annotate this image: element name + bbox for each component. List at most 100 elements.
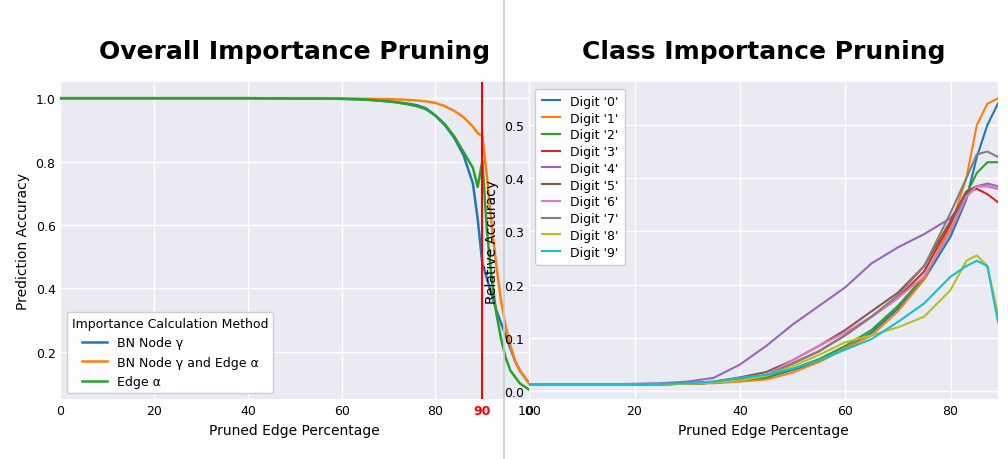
Digit '9': [602, 382, 614, 388]
Digit '2': [918, 274, 930, 280]
BN Node γ and Edge α: [495, 298, 507, 304]
Line: Digit '6': Digit '6': [529, 187, 998, 385]
Digit '7': [576, 382, 588, 388]
Edge α: [438, 122, 451, 128]
Legend: Digit '0', Digit '1', Digit '2', Digit '3', Digit '4', Digit '5', Digit '6', Dig: Digit '0', Digit '1', Digit '2', Digit '…: [535, 90, 625, 265]
BN Node γ and Edge α: [54, 96, 67, 102]
Digit '6': [681, 381, 694, 386]
Line: Digit '0': Digit '0': [529, 105, 998, 385]
Digit '5': [576, 382, 588, 388]
BN Node γ: [490, 308, 502, 313]
Digit '4': [812, 303, 825, 309]
Digit '8': [549, 382, 561, 388]
Digit '2': [523, 382, 535, 388]
BN Node γ and Edge α: [195, 96, 207, 102]
BN Node γ and Edge α: [523, 381, 535, 386]
Digit '6': [655, 382, 667, 387]
Digit '3': [655, 382, 667, 387]
Digit '2': [839, 343, 851, 349]
Digit '3': [760, 373, 772, 378]
Digit '0': [982, 123, 994, 129]
BN Node γ: [476, 261, 488, 266]
Edge α: [429, 114, 442, 119]
Digit '0': [786, 367, 798, 373]
Digit '1': [786, 370, 798, 375]
Digit '1': [734, 379, 746, 385]
BN Node γ: [467, 182, 479, 187]
Digit '3': [786, 361, 798, 366]
Digit '4': [892, 245, 904, 251]
Digit '2': [760, 375, 772, 381]
Edge α: [467, 166, 479, 171]
BN Node γ: [438, 123, 451, 129]
Digit '7': [602, 382, 614, 388]
Digit '8': [628, 382, 640, 387]
Digit '4': [982, 181, 994, 187]
Digit '2': [971, 171, 983, 176]
Digit '8': [812, 353, 825, 358]
Edge α: [410, 104, 422, 110]
Digit '8': [982, 264, 994, 269]
Digit '9': [655, 381, 667, 386]
Digit '2': [944, 229, 957, 235]
BN Node γ: [518, 375, 530, 380]
Edge α: [195, 96, 207, 102]
Digit '6': [944, 229, 957, 235]
Digit '4': [655, 381, 667, 386]
Line: Digit '1': Digit '1': [529, 99, 998, 385]
Edge α: [523, 387, 535, 392]
Digit '5': [971, 184, 983, 190]
Digit '9': [961, 264, 973, 269]
Digit '9': [992, 319, 1004, 325]
Digit '0': [523, 382, 535, 388]
Digit '9': [944, 274, 957, 280]
Digit '7': [549, 382, 561, 388]
Digit '6': [523, 382, 535, 388]
Digit '3': [523, 382, 535, 388]
Digit '8': [760, 373, 772, 379]
Digit '5': [786, 358, 798, 363]
Digit '0': [628, 382, 640, 387]
BN Node γ and Edge α: [288, 96, 300, 102]
Legend: BN Node γ, BN Node γ and Edge α, Edge α: BN Node γ, BN Node γ and Edge α, Edge α: [67, 313, 273, 393]
Edge α: [449, 134, 461, 140]
Digit '2': [655, 382, 667, 387]
Edge α: [509, 375, 521, 380]
Digit '5': [602, 382, 614, 388]
Digit '1': [982, 102, 994, 107]
Line: Digit '9': Digit '9': [529, 261, 998, 385]
BN Node γ and Edge α: [476, 134, 488, 140]
Digit '6': [839, 330, 851, 336]
Edge α: [392, 101, 404, 106]
Digit '6': [628, 382, 640, 387]
Digit '2': [734, 378, 746, 383]
Digit '3': [961, 190, 973, 195]
BN Node γ and Edge α: [500, 324, 512, 330]
Edge α: [148, 96, 160, 102]
Digit '7': [786, 361, 798, 366]
Digit '4': [734, 362, 746, 368]
Y-axis label: Prediction Accuracy: Prediction Accuracy: [16, 173, 30, 310]
Digit '8': [786, 364, 798, 369]
Digit '8': [892, 325, 904, 330]
Digit '7': [655, 382, 667, 387]
Digit '0': [681, 381, 694, 386]
Line: Digit '5': Digit '5': [529, 187, 998, 385]
Digit '8': [708, 380, 720, 386]
Digit '8': [866, 333, 878, 338]
BN Node γ: [410, 103, 422, 109]
Line: Digit '3': Digit '3': [529, 190, 998, 385]
Line: Digit '8': Digit '8': [529, 256, 998, 385]
BN Node γ: [514, 368, 526, 374]
Digit '1': [944, 224, 957, 230]
Digit '4': [992, 184, 1004, 190]
Digit '7': [734, 378, 746, 383]
Digit '7': [982, 150, 994, 155]
Digit '6': [918, 274, 930, 280]
Digit '4': [944, 216, 957, 221]
Digit '1': [866, 333, 878, 338]
Digit '3': [971, 187, 983, 192]
Edge α: [481, 229, 493, 235]
Edge α: [401, 102, 413, 108]
BN Node γ and Edge α: [420, 100, 432, 105]
